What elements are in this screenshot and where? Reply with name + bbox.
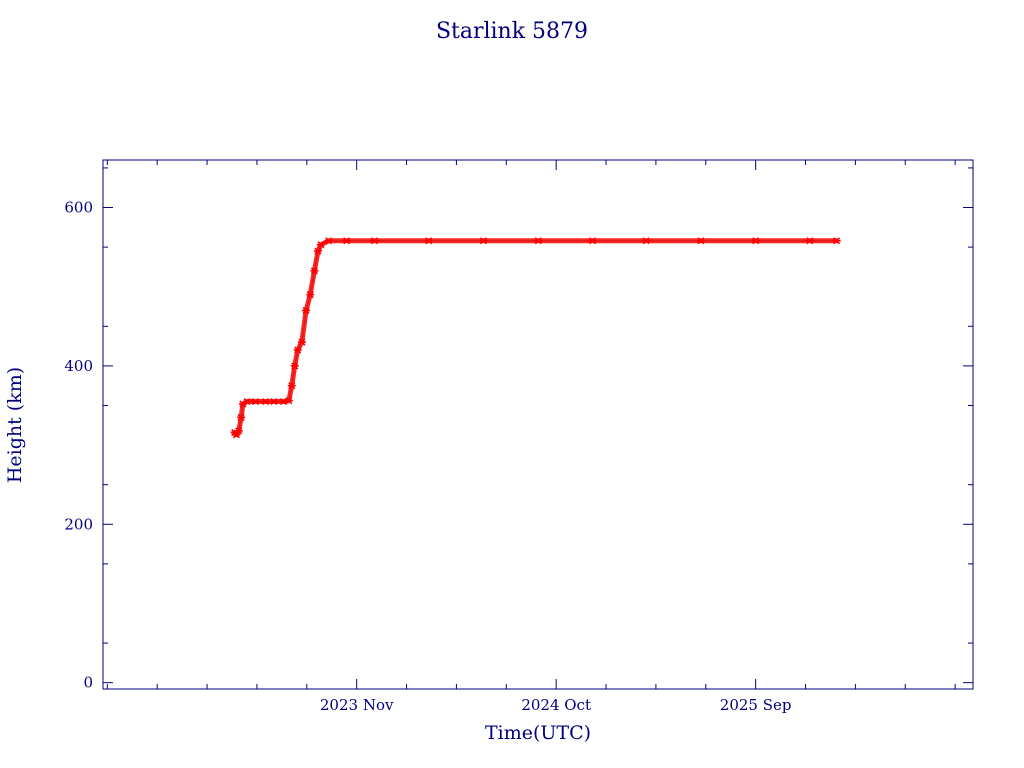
data-point [534, 237, 543, 245]
data-point [243, 397, 252, 406]
x-tick-label: 2023 Nov [320, 696, 394, 714]
chart-title: Starlink 5879 [436, 19, 588, 44]
y-tick-label: 600 [64, 199, 93, 217]
data-point [370, 237, 379, 245]
x-axis-label: Time(UTC) [485, 722, 591, 744]
data-point [696, 237, 705, 245]
data-point [232, 431, 241, 439]
data-point [588, 237, 597, 245]
x-tick-label: 2024 Oct [521, 696, 591, 714]
data-point [284, 397, 293, 405]
data-point [287, 382, 296, 390]
x-tick-label: 2025 Sep [720, 696, 792, 714]
data-point [297, 338, 306, 346]
data-point [269, 397, 278, 406]
data-point [234, 427, 243, 435]
y-tick-label: 400 [64, 357, 93, 375]
data-point [237, 413, 246, 421]
data-point [290, 362, 299, 370]
data-trace [232, 238, 840, 438]
data-points [230, 237, 841, 439]
y-tick-label: 200 [64, 515, 93, 533]
data-point [310, 267, 319, 275]
data-point [313, 247, 322, 255]
data-point [642, 237, 651, 245]
data-point [479, 237, 488, 245]
series-trace-line [234, 240, 837, 436]
data-point [306, 291, 315, 299]
data-point [293, 346, 302, 354]
series-point-band [232, 238, 840, 438]
data-point [261, 397, 270, 406]
plot-frame [102, 159, 974, 690]
data-point [805, 237, 814, 245]
data-point [424, 237, 433, 245]
y-tick-label: 0 [83, 674, 93, 692]
data-point [324, 237, 333, 245]
data-point [751, 237, 760, 245]
y-axis-label: Height (km) [4, 367, 26, 483]
data-point [316, 241, 325, 249]
axis-ticks: 0 200 400 600 2023 Nov 2024 Oct 2025 Sep [64, 160, 973, 714]
data-point [342, 237, 351, 245]
data-point [302, 306, 311, 315]
data-point [251, 397, 260, 406]
data-point [832, 237, 841, 245]
